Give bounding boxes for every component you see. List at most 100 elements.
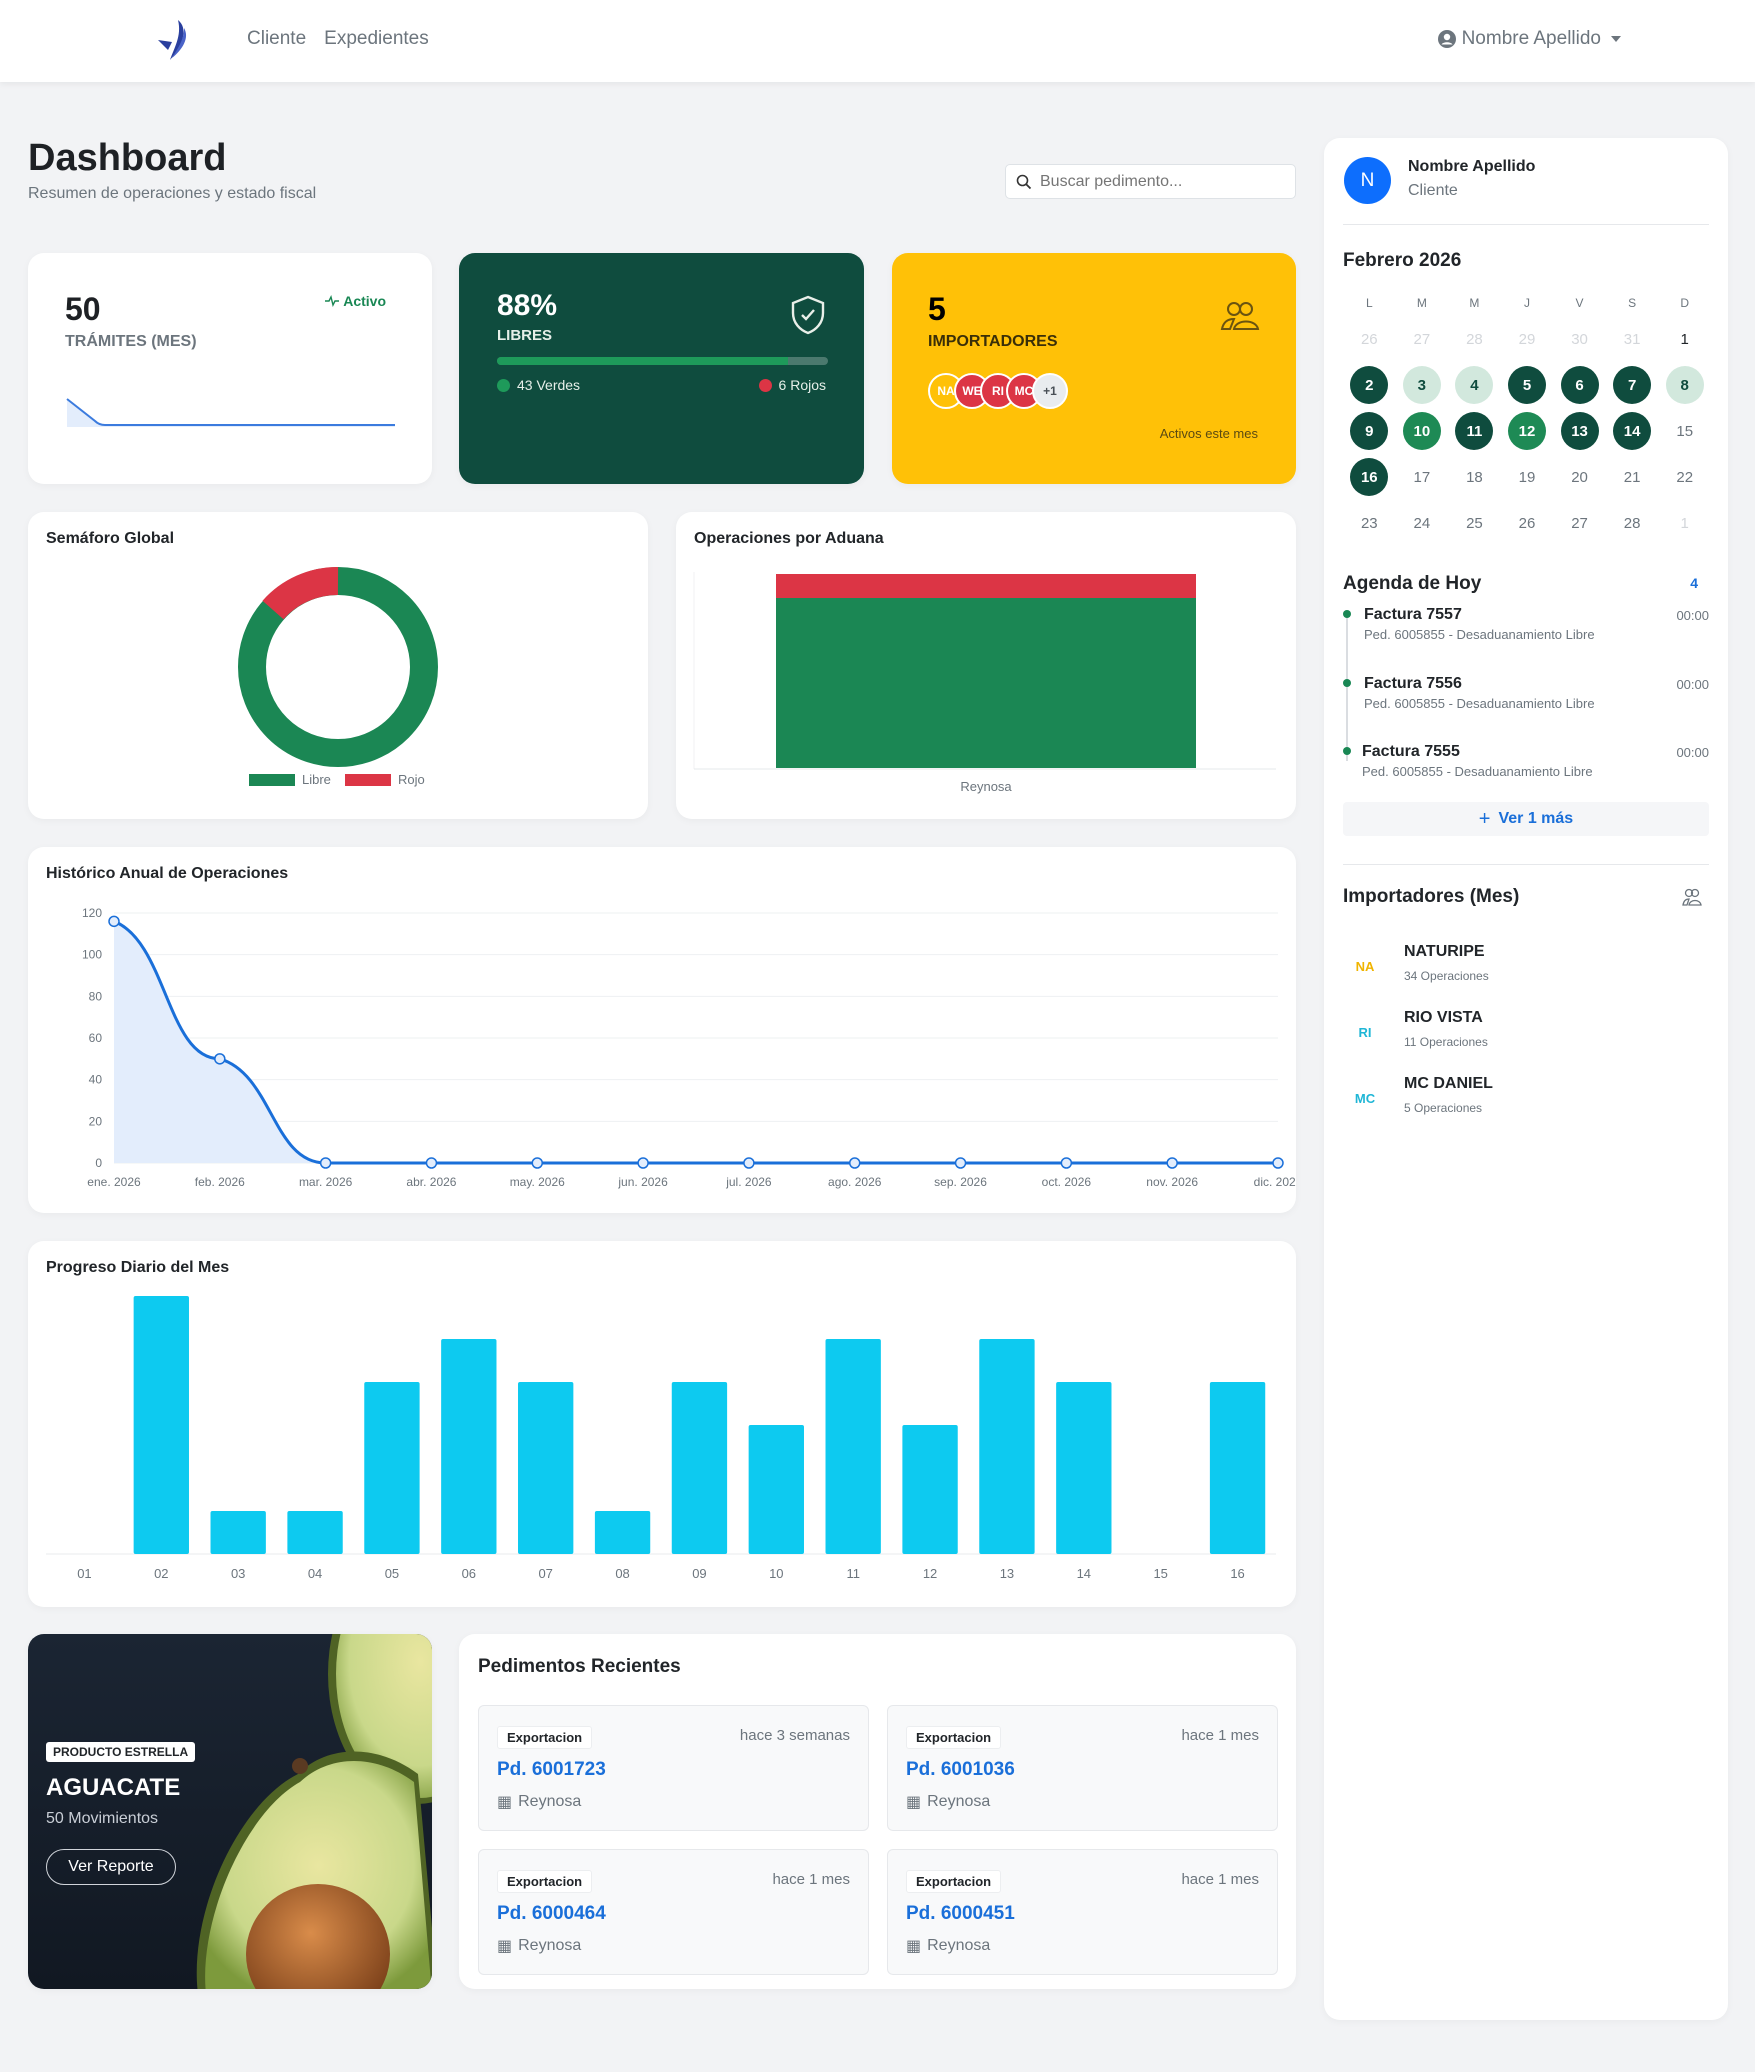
calendar-day[interactable]: 30 — [1571, 330, 1588, 348]
calendar-day[interactable]: 12 — [1507, 412, 1546, 450]
calendar-day[interactable]: 21 — [1623, 468, 1641, 486]
calendar-week: 26 27 28 29 30 31 1 — [1343, 316, 1711, 362]
calendar-day[interactable]: 1 — [1680, 330, 1689, 348]
legend-libre-swatch — [249, 774, 295, 786]
calendar-day[interactable]: 10 — [1402, 412, 1441, 450]
search-box[interactable] — [1005, 164, 1296, 199]
svg-text:06: 06 — [462, 1566, 476, 1581]
pedimento-number-link[interactable]: Pd. 6000464 — [497, 1903, 606, 1924]
nav-link-cliente[interactable]: Cliente — [247, 28, 307, 49]
pedimento-card[interactable]: Exportacion hace 1 mes Pd. 6000464 ▦ Reyn… — [478, 1849, 869, 1975]
svg-text:07: 07 — [538, 1566, 552, 1581]
tipo-badge: Exportacion — [906, 1726, 1002, 1749]
tipo-badge: Exportacion — [497, 1726, 593, 1749]
profile-avatar[interactable]: N — [1344, 157, 1391, 204]
ver-reporte-button[interactable]: Ver Reporte — [46, 1849, 176, 1885]
importador-item[interactable]: MC MC DANIEL 5 Operaciones — [1343, 1075, 1709, 1135]
avatar-more[interactable]: +1 — [1032, 373, 1068, 409]
calendar-day[interactable]: 8 — [1665, 366, 1704, 404]
calendar-day[interactable]: 23 — [1360, 514, 1378, 532]
pedimentos-title: Pedimentos Recientes — [478, 1656, 681, 1677]
stacked-bar-chart — [693, 572, 1276, 770]
calendar-day[interactable]: 1 — [1680, 514, 1689, 532]
svg-text:16: 16 — [1230, 1566, 1244, 1581]
pedimento-location: Reynosa — [518, 1937, 582, 1954]
importadores-value: 5 — [928, 291, 946, 327]
avocado-image — [196, 1634, 432, 1989]
calendar-day[interactable]: 20 — [1571, 468, 1588, 486]
importador-item[interactable]: NA NATURIPE 34 Operaciones — [1343, 943, 1709, 1003]
pedimento-number-link[interactable]: Pd. 6001036 — [906, 1759, 1015, 1780]
ver-mas-button[interactable]: + Ver 1 más — [1343, 802, 1709, 836]
calendar-day[interactable]: 3 — [1402, 366, 1441, 404]
calendar-day[interactable]: 7 — [1613, 366, 1652, 404]
building-icon: ▦ — [906, 1938, 922, 1955]
calendar-day[interactable]: 24 — [1413, 514, 1431, 532]
tramites-value: 50 — [65, 291, 101, 327]
calendar-day[interactable]: 29 — [1518, 330, 1536, 348]
importador-name: NATURIPE — [1404, 943, 1485, 960]
user-menu-dropdown[interactable]: Nombre Apellido — [1437, 28, 1621, 50]
calendar-day[interactable]: 9 — [1350, 412, 1389, 450]
nav-link-expedientes[interactable]: Expedientes — [324, 28, 429, 49]
calendar-day[interactable]: 6 — [1560, 366, 1599, 404]
calendar-day[interactable]: 27 — [1413, 330, 1431, 348]
agenda-item[interactable]: Factura 7557 Ped. 6005855 - Desaduanamie… — [1343, 606, 1709, 656]
aduana-title: Operaciones por Aduana — [694, 530, 884, 547]
pedimento-card[interactable]: Exportacion hace 1 mes Pd. 6000451 ▦ Reyn… — [887, 1849, 1278, 1975]
calendar-day[interactable]: 19 — [1518, 468, 1536, 486]
legend-libre[interactable]: Libre — [302, 772, 331, 787]
calendar-day[interactable]: 15 — [1676, 422, 1694, 440]
calendar-day[interactable]: 2 — [1350, 366, 1389, 404]
timeline-dot-icon — [1343, 679, 1351, 687]
calendar-day[interactable]: 5 — [1507, 366, 1546, 404]
calendar-day[interactable]: 31 — [1623, 330, 1641, 348]
libres-value: 88% — [497, 289, 558, 322]
svg-text:dic. 2026: dic. 2026 — [1254, 1175, 1296, 1189]
calendar-day[interactable]: 17 — [1413, 468, 1431, 486]
svg-text:oct. 2026: oct. 2026 — [1042, 1175, 1092, 1189]
pedimento-card[interactable]: Exportacion hace 1 mes Pd. 6001036 ▦ Reyn… — [887, 1705, 1278, 1831]
pedimento-location: Reynosa — [518, 1793, 582, 1810]
agenda-item[interactable]: Factura 7555 Ped. 6005855 - Desaduanamie… — [1343, 743, 1709, 793]
importador-item[interactable]: RI RIO VISTA 11 Operaciones — [1343, 1009, 1709, 1069]
bar-libre[interactable] — [776, 598, 1196, 768]
caret-down-icon — [1611, 36, 1621, 42]
building-icon: ▦ — [497, 1794, 513, 1811]
profile-role: Cliente — [1408, 182, 1458, 199]
svg-text:03: 03 — [231, 1566, 245, 1581]
bar-rojo[interactable] — [776, 574, 1196, 598]
brand-logo-icon[interactable] — [156, 18, 192, 64]
calendar-day[interactable]: 4 — [1455, 366, 1494, 404]
verdes-count: 43 Verdes — [497, 377, 580, 393]
calendar-day[interactable]: 25 — [1466, 514, 1483, 532]
calendar-day[interactable]: 11 — [1455, 412, 1494, 450]
svg-text:jun. 2026: jun. 2026 — [617, 1175, 668, 1189]
legend-rojo-swatch — [345, 774, 391, 786]
calendar-day[interactable]: 18 — [1466, 468, 1483, 486]
calendar-day[interactable]: 22 — [1676, 468, 1694, 486]
calendar-day[interactable]: 26 — [1518, 514, 1536, 532]
calendar-day[interactable]: 28 — [1466, 330, 1483, 348]
search-input[interactable] — [1040, 172, 1280, 191]
svg-text:15: 15 — [1153, 1566, 1167, 1581]
agenda-item[interactable]: Factura 7556 Ped. 6005855 - Desaduanamie… — [1343, 675, 1709, 725]
pedimento-card[interactable]: Exportacion hace 3 semanas Pd. 6001723 ▦… — [478, 1705, 869, 1831]
calendar-day[interactable]: 26 — [1360, 330, 1378, 348]
svg-text:120: 120 — [82, 906, 102, 920]
svg-text:ene. 2026: ene. 2026 — [87, 1175, 141, 1189]
calendar-day[interactable]: 28 — [1623, 514, 1641, 532]
svg-text:14: 14 — [1077, 1566, 1091, 1581]
legend-rojo[interactable]: Rojo — [398, 772, 425, 787]
calendar-day[interactable]: 13 — [1560, 412, 1599, 450]
pedimento-number-link[interactable]: Pd. 6001723 — [497, 1759, 606, 1780]
calendar-day[interactable]: 14 — [1613, 412, 1652, 450]
user-menu-name: Nombre Apellido — [1461, 28, 1601, 49]
calendar-day[interactable]: 16 — [1350, 458, 1389, 496]
diario-title: Progreso Diario del Mes — [46, 1259, 230, 1276]
x-axis-label: Reynosa — [960, 779, 1012, 794]
calendar-day[interactable]: 27 — [1571, 514, 1588, 532]
divider — [1343, 224, 1709, 225]
bar-chart: 01 02 03 04 05 06 07 08 09 10 11 12 13 14 15 16 — [46, 1296, 1276, 1581]
pedimento-number-link[interactable]: Pd. 6000451 — [906, 1903, 1015, 1924]
